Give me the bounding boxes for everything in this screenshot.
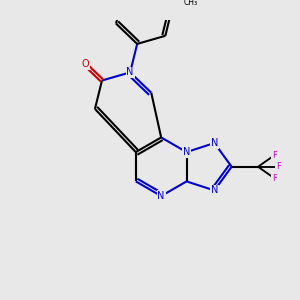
- Text: F: F: [272, 174, 277, 183]
- Text: N: N: [126, 68, 134, 77]
- Text: N: N: [183, 147, 190, 157]
- Text: N: N: [211, 185, 218, 196]
- Text: F: F: [276, 162, 280, 171]
- Text: F: F: [272, 151, 277, 160]
- Text: O: O: [81, 59, 89, 69]
- Text: N: N: [211, 138, 218, 148]
- Text: N: N: [158, 191, 165, 201]
- Text: CH₃: CH₃: [184, 0, 198, 7]
